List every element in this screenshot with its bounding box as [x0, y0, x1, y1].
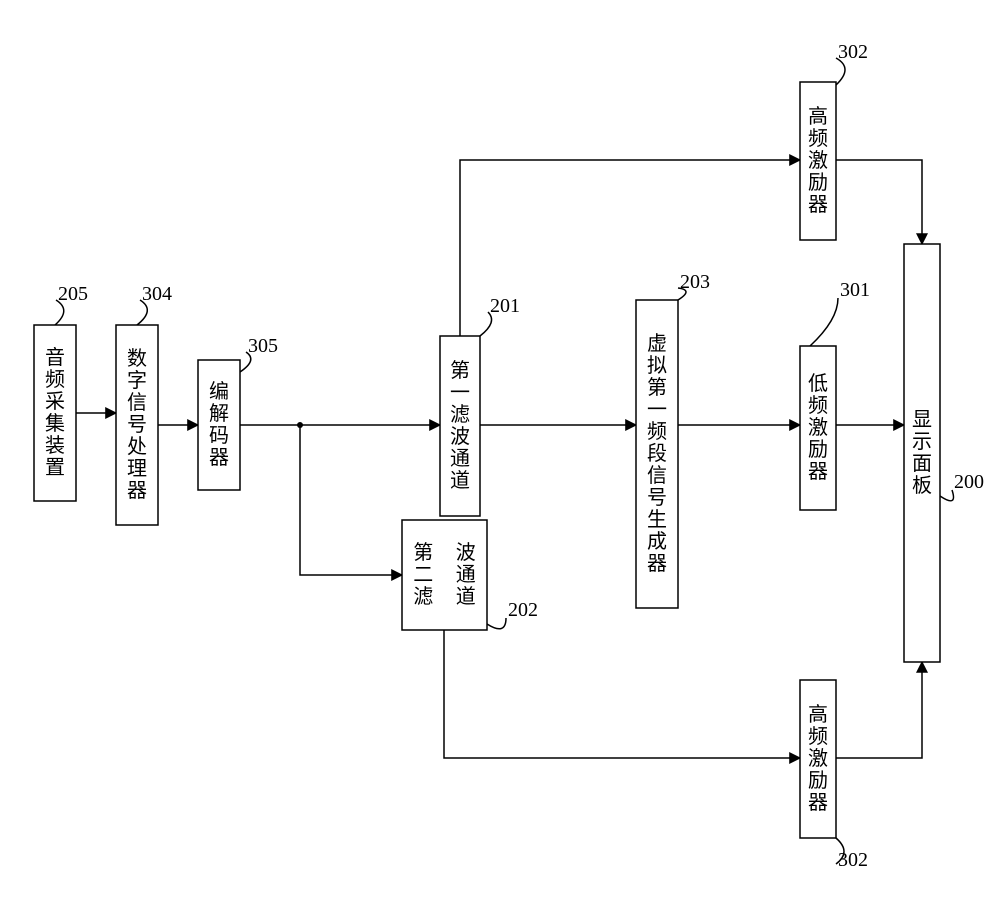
svg-text:频: 频: [808, 725, 828, 748]
node-number: 205: [58, 283, 88, 305]
edge-e202_302b: [444, 630, 800, 758]
edge-e302a_200: [836, 160, 922, 244]
leader-n301: [810, 298, 838, 346]
svg-text:高: 高: [808, 703, 828, 726]
svg-text:号: 号: [647, 487, 667, 509]
svg-text:理: 理: [127, 458, 147, 480]
svg-text:虚: 虚: [647, 332, 667, 355]
svg-text:面: 面: [912, 453, 932, 475]
svg-text:集: 集: [45, 412, 65, 435]
svg-text:字: 字: [127, 369, 147, 392]
svg-text:频: 频: [808, 127, 828, 150]
svg-text:第: 第: [450, 359, 470, 382]
node-n200: 显示面板 200: [904, 244, 984, 662]
svg-text:成: 成: [647, 530, 667, 553]
node-number: 302: [838, 41, 868, 63]
leader-n202: [487, 618, 506, 629]
svg-text:示: 示: [912, 431, 932, 453]
svg-text:二: 二: [413, 564, 433, 586]
svg-text:通: 通: [456, 563, 476, 586]
edge-e302b_200: [836, 662, 922, 758]
svg-text:信: 信: [647, 464, 667, 487]
edge-ejunc_202: [300, 425, 402, 575]
svg-text:采: 采: [45, 390, 65, 413]
node-number: 302: [838, 849, 868, 871]
svg-text:一: 一: [450, 382, 470, 404]
leader-n200: [940, 490, 954, 501]
svg-text:高: 高: [808, 105, 828, 128]
svg-text:励: 励: [808, 769, 828, 792]
svg-text:波: 波: [450, 425, 470, 448]
node-n304: 数字信号处理器 304: [116, 283, 172, 525]
svg-text:器: 器: [209, 447, 229, 469]
node-number: 305: [248, 335, 278, 357]
nodes-layer: 音频采集装置205数字信号处理器304编解码器305第一滤波通道201第二滤波通…: [34, 41, 984, 871]
svg-text:频: 频: [808, 394, 828, 417]
svg-text:音: 音: [45, 346, 65, 369]
svg-text:置: 置: [45, 457, 65, 479]
node-n302a: 高频激励器 302: [800, 41, 868, 240]
node-n202: 第二滤波通道 202: [402, 520, 538, 630]
svg-text:励: 励: [808, 438, 828, 461]
svg-text:器: 器: [808, 194, 828, 216]
node-n201: 第一滤波通道 201: [440, 295, 520, 516]
svg-text:板: 板: [912, 474, 932, 497]
svg-text:低: 低: [808, 372, 828, 395]
svg-text:第: 第: [413, 541, 433, 564]
node-number: 304: [142, 283, 172, 305]
svg-text:信: 信: [127, 391, 147, 414]
svg-text:滤: 滤: [450, 403, 470, 426]
svg-text:器: 器: [808, 461, 828, 483]
svg-text:解: 解: [209, 402, 229, 425]
node-n205: 音频采集装置 205: [34, 283, 88, 501]
svg-text:通: 通: [450, 447, 470, 470]
svg-text:励: 励: [808, 171, 828, 194]
svg-text:号: 号: [127, 414, 147, 436]
node-number: 201: [490, 295, 520, 317]
svg-text:激: 激: [808, 416, 828, 439]
node-number: 200: [954, 471, 984, 493]
svg-text:器: 器: [808, 792, 828, 814]
node-number: 203: [680, 271, 710, 293]
svg-text:激: 激: [808, 149, 828, 172]
node-n301: 低频激励器 301: [800, 279, 870, 510]
svg-text:段: 段: [647, 442, 667, 465]
svg-text:显: 显: [912, 409, 932, 431]
svg-text:激: 激: [808, 747, 828, 770]
svg-text:生: 生: [647, 508, 667, 531]
svg-text:装: 装: [45, 434, 65, 457]
node-n302b: 高频激励器 302: [800, 680, 868, 871]
svg-text:编: 编: [209, 380, 229, 403]
svg-text:数: 数: [127, 347, 147, 370]
svg-text:第: 第: [647, 376, 667, 399]
node-n305: 编解码器 305: [198, 335, 278, 490]
svg-text:波: 波: [456, 541, 476, 564]
junction-dot: [297, 422, 303, 428]
svg-text:道: 道: [450, 469, 470, 492]
svg-text:道: 道: [456, 585, 476, 608]
svg-text:处: 处: [127, 435, 147, 458]
svg-text:一: 一: [647, 399, 667, 421]
svg-text:滤: 滤: [413, 585, 433, 608]
node-number: 202: [508, 599, 538, 621]
svg-text:器: 器: [647, 553, 667, 575]
svg-text:频: 频: [45, 368, 65, 391]
svg-text:码: 码: [209, 425, 229, 447]
svg-text:频: 频: [647, 420, 667, 443]
node-number: 301: [840, 279, 870, 301]
flowchart-canvas: 音频采集装置205数字信号处理器304编解码器305第一滤波通道201第二滤波通…: [0, 0, 1000, 917]
svg-text:拟: 拟: [647, 354, 667, 377]
svg-text:器: 器: [127, 480, 147, 502]
node-n203: 虚拟第一频段信号生成器 203: [636, 271, 710, 608]
